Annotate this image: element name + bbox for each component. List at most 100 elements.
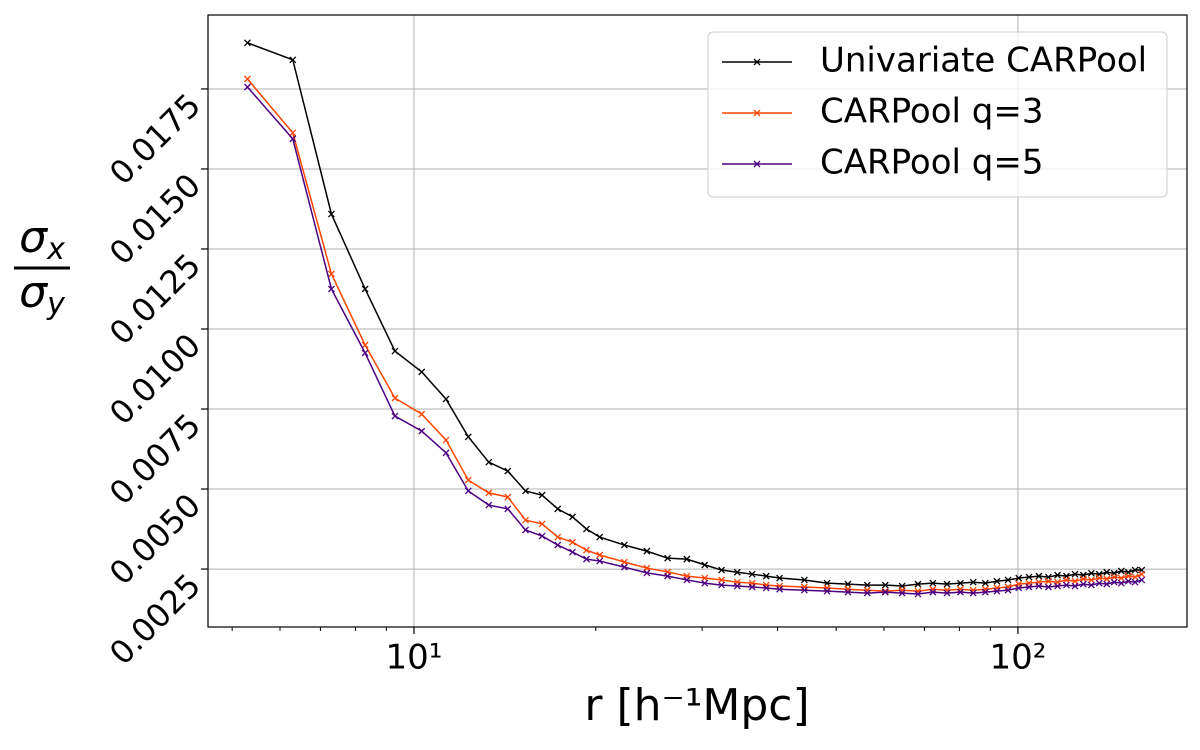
point-marker — [1004, 586, 1012, 594]
point-marker — [1110, 573, 1118, 581]
point-marker — [361, 285, 369, 293]
y-label-symbol: σ — [19, 267, 48, 318]
y-label-symbol: σ — [19, 212, 48, 263]
point-marker — [1004, 576, 1012, 584]
point-marker — [914, 580, 922, 588]
point-marker — [1087, 569, 1095, 577]
point-marker — [442, 449, 450, 457]
point-marker — [683, 576, 691, 584]
point-marker — [929, 579, 937, 587]
series-line — [247, 42, 1142, 587]
point-marker — [442, 436, 450, 444]
legend-marker — [753, 109, 761, 117]
point-marker — [1035, 572, 1043, 580]
point-marker — [582, 525, 590, 533]
legend-marker — [753, 58, 761, 66]
point-marker — [391, 394, 399, 402]
point-marker — [701, 561, 709, 569]
point-marker — [327, 285, 335, 293]
point-marker — [485, 489, 493, 497]
point-marker — [243, 83, 251, 91]
point-marker — [800, 586, 808, 594]
point-marker — [1131, 573, 1139, 581]
point-marker — [718, 581, 725, 589]
series-line — [246, 78, 1143, 592]
point-marker — [485, 501, 493, 509]
point-marker — [1035, 582, 1043, 590]
point-marker — [1087, 576, 1095, 584]
point-marker — [748, 583, 756, 591]
point-marker — [863, 589, 871, 597]
legend: Univariate CARPool CARPool q=3 CARPool q=5 — [707, 31, 1168, 198]
point-marker — [943, 580, 951, 588]
point-marker — [1025, 573, 1033, 581]
point-marker — [1103, 575, 1111, 583]
point-marker — [538, 520, 546, 528]
point-marker — [1062, 581, 1070, 589]
series-line — [246, 86, 1142, 595]
point-marker — [1025, 583, 1033, 591]
point-marker — [898, 586, 906, 594]
point-marker — [733, 568, 741, 576]
point-marker — [1110, 578, 1118, 586]
point-marker — [554, 505, 562, 513]
point-marker — [664, 554, 672, 562]
point-marker — [327, 210, 335, 218]
point-marker — [1131, 578, 1139, 586]
point-marker — [701, 574, 709, 582]
point-marker — [361, 349, 369, 357]
point-marker — [391, 412, 399, 420]
point-marker — [776, 585, 784, 593]
point-marker — [981, 579, 989, 587]
point-marker — [1103, 580, 1111, 588]
point-marker — [1079, 580, 1087, 588]
point-marker — [844, 588, 852, 596]
point-marker — [620, 563, 628, 571]
point-marker — [1117, 574, 1125, 582]
point-marker — [748, 570, 756, 578]
point-marker — [1054, 582, 1062, 590]
point-marker — [718, 566, 725, 574]
point-marker — [929, 585, 937, 593]
point-marker — [522, 487, 529, 495]
point-marker — [464, 487, 472, 495]
point-marker — [1071, 570, 1079, 578]
point-marker — [823, 587, 831, 595]
point-marker — [569, 513, 576, 521]
point-marker — [1103, 568, 1111, 576]
point-marker — [569, 538, 576, 546]
point-marker — [1124, 572, 1132, 580]
point-marker — [1071, 582, 1079, 590]
point-marker — [418, 410, 426, 418]
point-marker — [1044, 577, 1052, 585]
point-marker — [243, 39, 251, 47]
point-marker — [981, 588, 989, 596]
point-marker — [1138, 576, 1146, 584]
y-tick-label: 0.0175 — [102, 86, 208, 192]
point-marker — [943, 589, 951, 597]
point-marker — [762, 572, 770, 580]
point-marker — [1087, 581, 1095, 589]
point-marker — [643, 569, 651, 577]
point-marker — [1044, 583, 1052, 591]
point-marker — [844, 580, 852, 588]
point-marker — [327, 270, 335, 278]
legend-label: CARPool q=5 — [820, 143, 1043, 183]
point-marker — [969, 578, 977, 586]
point-marker — [733, 582, 741, 590]
point-marker — [993, 577, 1001, 585]
y-label-denominator: σy — [19, 267, 66, 322]
point-marker — [863, 586, 871, 594]
point-marker — [243, 75, 251, 83]
point-marker — [289, 135, 297, 143]
point-marker — [683, 555, 691, 563]
point-marker — [718, 576, 725, 584]
point-marker — [881, 581, 889, 589]
point-marker — [701, 579, 709, 587]
point-marker — [844, 585, 852, 593]
point-marker — [289, 129, 297, 137]
point-marker — [969, 589, 977, 597]
point-marker — [914, 590, 922, 598]
plot-frame — [207, 14, 1188, 628]
